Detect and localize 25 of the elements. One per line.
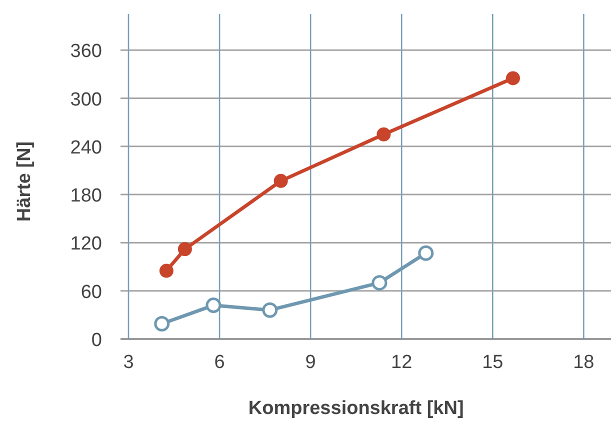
y-tick-label: 0 — [91, 330, 102, 351]
point — [274, 174, 288, 188]
x-tick-label: 9 — [305, 352, 316, 373]
y-tick-label: 180 — [70, 186, 102, 207]
x-tick-label: 18 — [573, 352, 594, 373]
x-tick-label: 15 — [482, 352, 504, 373]
x-tick-label: 3 — [123, 352, 134, 373]
point — [178, 242, 192, 256]
y-tick-label: 60 — [80, 282, 102, 303]
y-tick-label: 300 — [70, 89, 102, 110]
point — [262, 302, 278, 318]
y-tick-label: 360 — [70, 41, 102, 62]
point — [206, 298, 222, 314]
y-axis-title: Härte [N] — [14, 141, 35, 222]
point — [418, 245, 434, 261]
x-tick-label: 6 — [214, 352, 225, 373]
y-tick-label: 120 — [70, 234, 102, 255]
point — [376, 127, 391, 142]
point — [372, 275, 388, 291]
point — [159, 264, 174, 278]
x-axis-title: Kompressionskraft [kN] — [248, 398, 464, 419]
y-tick-label: 240 — [70, 137, 102, 158]
point — [154, 316, 170, 332]
point — [506, 71, 520, 86]
x-tick-label: 12 — [391, 352, 412, 373]
